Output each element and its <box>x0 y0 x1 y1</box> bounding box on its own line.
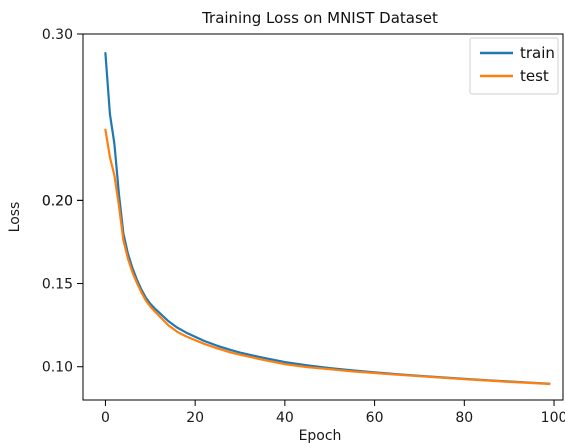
x-tick-label: 20 <box>186 410 204 426</box>
x-tick-label: 60 <box>366 410 384 426</box>
plot-area <box>82 33 564 401</box>
x-tick-label: 0 <box>101 410 110 426</box>
y-axis-label: Loss <box>7 202 23 233</box>
x-tick-label: 40 <box>276 410 294 426</box>
y-tick-label: 0.15 <box>42 277 73 293</box>
y-tick-label: 0.10 <box>42 360 73 376</box>
chart-title: Training Loss on MNIST Dataset <box>201 9 438 27</box>
legend: train test <box>469 37 559 95</box>
x-axis-label: Epoch <box>299 428 342 444</box>
plot-frame <box>82 33 564 401</box>
x-tick-label: 80 <box>455 410 473 426</box>
y-tick-label: 0.20 <box>42 193 73 209</box>
y-axis: 0.100.150.200.200.30 <box>42 27 83 376</box>
x-tick-label: 100 <box>541 410 565 426</box>
legend-label-test: test <box>520 67 549 85</box>
series-lines <box>104 52 551 386</box>
x-axis: 0 20 40 60 80 100 <box>101 400 565 426</box>
series-line-test <box>104 128 551 386</box>
y-tick-label: 0.20 <box>42 193 73 209</box>
legend-label-train: train <box>520 44 555 62</box>
y-tick-label: 0.30 <box>42 27 73 43</box>
